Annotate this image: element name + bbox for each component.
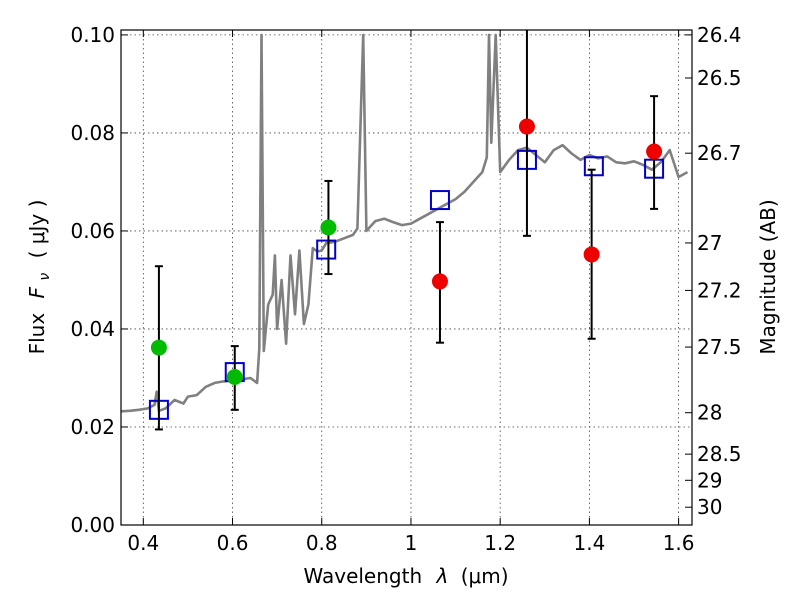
y-axis-label-unit: ( μJy ) <box>25 200 49 259</box>
red-data-point <box>431 273 448 290</box>
mag-tick-label: 26.4 <box>697 23 742 47</box>
y-tick-label: 0.10 <box>70 23 115 47</box>
green-data-point <box>226 368 243 385</box>
y-tick-label: 0.06 <box>70 219 115 243</box>
y2-axis-label: Magnitude (AB) <box>756 199 780 354</box>
model-square-point <box>316 239 337 260</box>
mag-tick-label: 26.5 <box>697 66 742 90</box>
y-axis-label-text: Flux <box>25 313 49 355</box>
green-data-point <box>320 219 337 236</box>
ticks: 0.4 0.6 0.8 1 1.2 1.4 1.6 0.00 0.02 0.04 0.06 0.08 0… <box>70 23 741 555</box>
y-tick-label: 0.04 <box>70 317 115 341</box>
y-tick-label: 0.00 <box>70 513 115 537</box>
plot-area-background <box>121 30 692 525</box>
x-tick-label: 0.6 <box>217 531 249 555</box>
x-tick-label: 0.8 <box>306 531 338 555</box>
x-tick-label: 0.4 <box>127 531 159 555</box>
x-axis-label-unit: (μm) <box>461 564 509 588</box>
x-tick-label: 1.6 <box>663 531 695 555</box>
x-axis-label-symbol: λ <box>436 564 449 588</box>
red-data-point <box>518 118 535 135</box>
x-axis-label-text: Wavelength <box>303 564 422 588</box>
red-data-point <box>646 143 663 160</box>
mag-tick-label: 30 <box>697 495 722 519</box>
y-axis-label-symbol: F <box>25 286 49 298</box>
red-data-point <box>583 246 600 263</box>
spectrum-line <box>121 33 689 413</box>
y-axis-label: Flux F ν ( μJy ) <box>25 200 54 355</box>
x-tick-label: 1 <box>405 531 418 555</box>
mag-tick-label: 29 <box>697 468 722 492</box>
mag-tick-label: 26.7 <box>697 141 742 165</box>
x-tick-label: 1.4 <box>573 531 605 555</box>
plot-frame <box>120 29 693 526</box>
grid <box>121 30 692 525</box>
data-layer <box>121 30 689 431</box>
mag-tick-label: 27 <box>697 231 722 255</box>
mag-tick-label: 27.2 <box>697 278 742 302</box>
model-square-point <box>429 190 450 211</box>
mag-tick-label: 28 <box>697 401 722 425</box>
y-tick-label: 0.02 <box>70 415 115 439</box>
y-tick-label: 0.08 <box>70 121 115 145</box>
mag-tick-label: 27.5 <box>697 335 742 359</box>
mag-tick-label: 28.5 <box>697 442 742 466</box>
model-square-point <box>583 156 604 177</box>
y-axis-label-subscript: ν <box>37 273 53 281</box>
x-tick-label: 1.2 <box>484 531 516 555</box>
x-axis-label: Wavelength λ (μm) <box>303 564 508 588</box>
green-data-point <box>150 339 167 356</box>
